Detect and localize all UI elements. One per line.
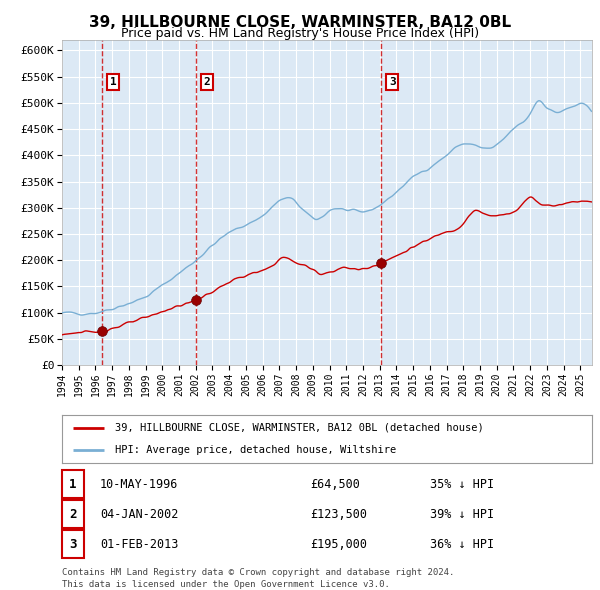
Text: 3: 3	[389, 77, 396, 87]
Text: £64,500: £64,500	[310, 477, 360, 490]
Text: 01-FEB-2013: 01-FEB-2013	[100, 537, 178, 550]
Text: Contains HM Land Registry data © Crown copyright and database right 2024.: Contains HM Land Registry data © Crown c…	[62, 568, 454, 577]
Text: 39% ↓ HPI: 39% ↓ HPI	[430, 507, 494, 520]
Text: £195,000: £195,000	[310, 537, 367, 550]
Text: 1: 1	[110, 77, 116, 87]
Text: 39, HILLBOURNE CLOSE, WARMINSTER, BA12 0BL: 39, HILLBOURNE CLOSE, WARMINSTER, BA12 0…	[89, 15, 511, 30]
Text: 36% ↓ HPI: 36% ↓ HPI	[430, 537, 494, 550]
Text: 3: 3	[69, 537, 77, 550]
Text: 39, HILLBOURNE CLOSE, WARMINSTER, BA12 0BL (detached house): 39, HILLBOURNE CLOSE, WARMINSTER, BA12 0…	[115, 423, 484, 433]
Text: 35% ↓ HPI: 35% ↓ HPI	[430, 477, 494, 490]
Text: 1: 1	[69, 477, 77, 490]
Text: 2: 2	[69, 507, 77, 520]
Text: HPI: Average price, detached house, Wiltshire: HPI: Average price, detached house, Wilt…	[115, 445, 396, 455]
Text: Price paid vs. HM Land Registry's House Price Index (HPI): Price paid vs. HM Land Registry's House …	[121, 27, 479, 40]
Text: 2: 2	[204, 77, 211, 87]
Text: This data is licensed under the Open Government Licence v3.0.: This data is licensed under the Open Gov…	[62, 580, 390, 589]
Text: 04-JAN-2002: 04-JAN-2002	[100, 507, 178, 520]
Text: £123,500: £123,500	[310, 507, 367, 520]
Text: 10-MAY-1996: 10-MAY-1996	[100, 477, 178, 490]
